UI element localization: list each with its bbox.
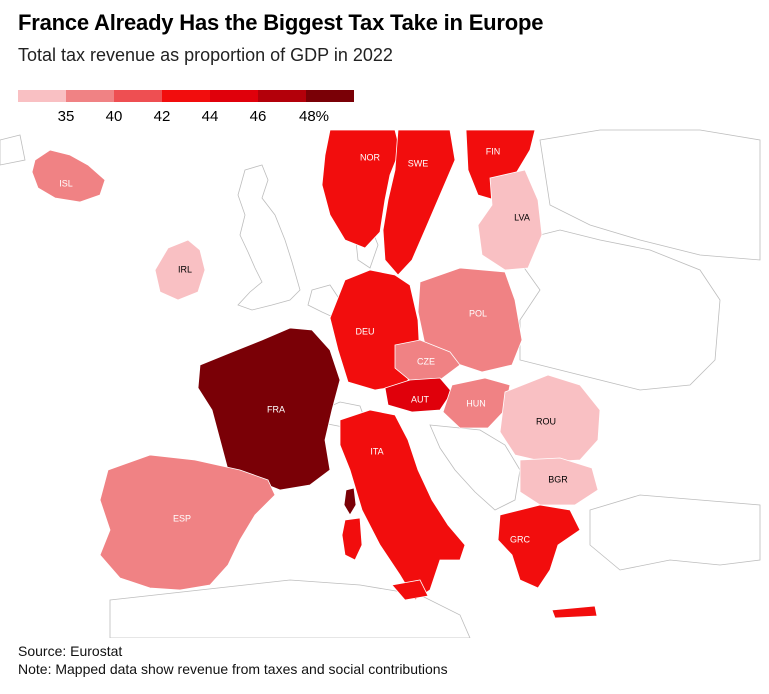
color-legend: 35 40 42 44 46 48%	[18, 90, 354, 130]
label-GRC: GRC	[510, 534, 531, 544]
country-FRA	[197, 327, 341, 491]
country-LVA	[477, 169, 543, 271]
label-ISL: ISL	[59, 178, 73, 188]
source-note: Source: Eurostat	[18, 643, 123, 659]
legend-swatch	[210, 90, 258, 102]
data-countries	[31, 129, 601, 619]
country-BGR	[519, 457, 599, 506]
legend-tick: 48%	[298, 108, 330, 125]
label-AUT: AUT	[411, 394, 430, 404]
country-POL	[417, 267, 523, 373]
country-ITA-sardinia	[341, 517, 363, 561]
chart-subtitle: Total tax revenue as proportion of GDP i…	[18, 45, 393, 65]
legend-swatch	[114, 90, 162, 102]
country-ROU	[499, 374, 601, 463]
country-AUT	[384, 377, 453, 413]
data-note: Note: Mapped data show revenue from taxe…	[18, 661, 448, 677]
country-HUN	[442, 377, 511, 429]
legend-tick: 35	[57, 108, 75, 125]
country-ITA	[339, 409, 466, 601]
legend-swatch	[162, 90, 210, 102]
country-IRL	[154, 239, 206, 301]
label-FRA: FRA	[267, 404, 285, 414]
footer: Source: Eurostat Note: Mapped data show …	[18, 642, 448, 678]
country-SWE	[382, 129, 456, 276]
legend-tick: 40	[105, 108, 123, 125]
legend-swatch	[306, 90, 354, 102]
label-ITA: ITA	[370, 446, 383, 456]
country-ESP	[99, 454, 276, 591]
label-ROU: ROU	[536, 416, 556, 426]
legend-ticks: 35 40 42 44 46 48%	[18, 102, 354, 125]
label-ESP: ESP	[173, 513, 191, 523]
label-FIN: FIN	[486, 146, 501, 156]
non-data-countries	[0, 129, 761, 638]
country-GRC-crete	[551, 605, 598, 619]
label-CZE: CZE	[417, 356, 435, 366]
legend-tick: 42	[153, 108, 171, 125]
country-labels: ISL IRL NOR SWE FIN LVA DEU POL CZE AUT …	[59, 146, 568, 544]
country-CZE	[394, 339, 461, 383]
label-SWE: SWE	[408, 158, 429, 168]
legend-swatch	[66, 90, 114, 102]
country-ISL	[31, 149, 106, 203]
legend-swatch	[258, 90, 306, 102]
label-LVA: LVA	[514, 212, 530, 222]
country-FRA-corsica	[343, 487, 357, 516]
country-ITA-sicily	[391, 579, 429, 601]
label-POL: POL	[469, 308, 487, 318]
country-GRC	[497, 504, 581, 589]
legend-swatch	[18, 90, 66, 102]
chart-title: France Already Has the Biggest Tax Take …	[18, 10, 544, 35]
label-DEU: DEU	[355, 326, 374, 336]
label-HUN: HUN	[466, 398, 486, 408]
legend-swatches	[18, 90, 354, 102]
label-IRL: IRL	[178, 264, 192, 274]
label-NOR: NOR	[360, 152, 381, 162]
europe-map: ISL IRL NOR SWE FIN LVA DEU POL CZE AUT …	[0, 129, 761, 638]
label-BGR: BGR	[548, 474, 568, 484]
legend-tick: 44	[201, 108, 219, 125]
legend-tick: 46	[249, 108, 267, 125]
